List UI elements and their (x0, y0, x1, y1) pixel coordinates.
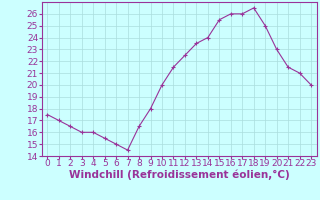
X-axis label: Windchill (Refroidissement éolien,°C): Windchill (Refroidissement éolien,°C) (69, 170, 290, 180)
